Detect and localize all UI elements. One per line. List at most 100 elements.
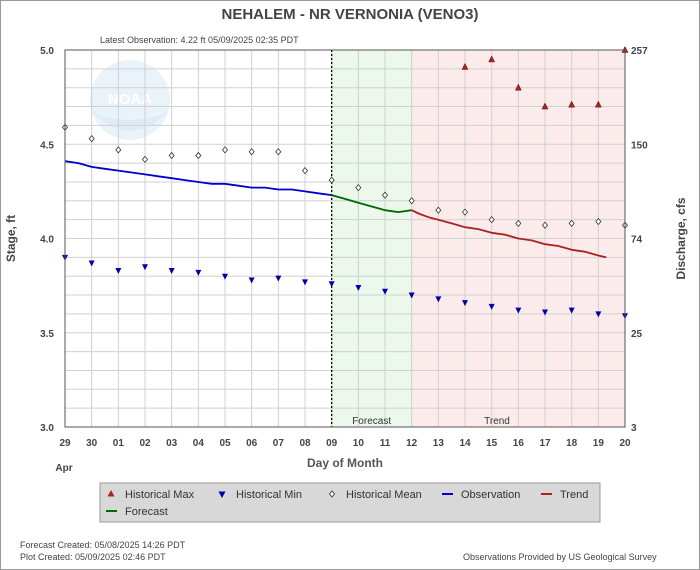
historical-mean-marker <box>355 183 362 192</box>
plot-created-text: Plot Created: 05/09/2025 02:46 PDT <box>20 552 166 562</box>
legend: Historical Max Historical Min Historical M… <box>99 482 601 523</box>
historical-mean-marker <box>88 134 95 143</box>
historical-mean-marker <box>275 148 282 156</box>
historical-max-marker <box>461 62 469 70</box>
x-tick-label: 01 <box>113 438 125 449</box>
x-tick-label: 30 <box>86 438 98 449</box>
y2-tick-label: 74 <box>631 235 643 246</box>
legend-min-swatch <box>218 491 226 498</box>
x-tick-label: 12 <box>406 438 418 449</box>
watermark-wave <box>92 112 168 131</box>
historical-mean-marker <box>461 208 469 216</box>
historical-min-marker <box>382 288 388 295</box>
region-label-trend: Trend <box>484 416 510 427</box>
historical-min-marker <box>115 268 122 275</box>
series-trend-line <box>411 209 607 259</box>
x-axis-label: Day of Month <box>307 456 383 470</box>
x-tick-label: 17 <box>539 438 551 449</box>
x-tick-label: 20 <box>619 438 631 449</box>
historical-min-marker <box>142 264 148 271</box>
historical-min-marker <box>435 296 442 303</box>
historical-max-marker <box>541 102 549 110</box>
x-tick-label: 11 <box>380 438 391 449</box>
historical-min-marker <box>275 275 282 282</box>
historical-min-marker <box>88 260 95 267</box>
legend-mean-swatch <box>328 490 336 498</box>
x-tick-label: 16 <box>513 438 525 449</box>
y-tick-label: 4.5 <box>40 140 54 151</box>
historical-mean-marker <box>168 151 175 160</box>
historical-mean-marker <box>568 219 575 228</box>
series-forecast-line <box>331 194 412 214</box>
historical-min-marker <box>542 309 548 316</box>
historical-mean-marker <box>381 191 389 199</box>
historical-max-marker <box>488 55 496 63</box>
historical-max-marker <box>594 100 602 108</box>
historical-max-marker <box>514 83 522 91</box>
legend-box <box>99 482 601 523</box>
legend-max-swatch <box>107 490 115 497</box>
historical-mean-marker <box>408 197 415 205</box>
x-tick-label: 07 <box>273 438 285 449</box>
x-tick-label: 18 <box>566 438 578 449</box>
historical-min-marker <box>195 269 202 276</box>
x-tick-label: 05 <box>219 438 231 449</box>
historical-min-marker <box>302 279 308 286</box>
data-credit-text: Observations Provided by US Geological S… <box>463 552 657 562</box>
series-observation-line <box>64 160 332 196</box>
plot-border <box>64 49 626 428</box>
y2-tick-label: 25 <box>631 329 643 340</box>
legend-label-observation: Observation <box>461 489 520 501</box>
historical-mean-marker <box>248 148 255 156</box>
region-label-forecast: Forecast <box>352 416 391 427</box>
x-tick-label: 03 <box>166 438 178 449</box>
legend-label-historical-max: Historical Max <box>125 489 195 501</box>
legend-label-historical-min: Historical Min <box>236 489 302 501</box>
legend-label-forecast: Forecast <box>125 506 168 518</box>
y2-tick-label: 257 <box>631 46 648 57</box>
latest-observation-text: Latest Observation: 4.22 ft 05/09/2025 0… <box>100 35 299 45</box>
y2-axis-label: Discharge, cfs <box>674 197 688 279</box>
historical-max-marker <box>568 100 576 108</box>
historical-min-marker <box>462 300 468 307</box>
x-tick-label: 15 <box>486 438 498 449</box>
y2-tick-label: 150 <box>631 140 648 151</box>
historical-mean-marker <box>435 206 442 214</box>
y-tick-label: 5.0 <box>40 46 54 57</box>
historical-min-marker <box>488 303 495 310</box>
y-axis-label: Stage, ft <box>4 215 18 262</box>
x-tick-label: 10 <box>353 438 365 449</box>
historical-min-marker <box>515 307 522 314</box>
noaa-watermark: NOAA <box>90 60 170 140</box>
historical-min-marker <box>408 292 415 299</box>
forecast-created-text: Forecast Created: 05/08/2025 14:26 PDT <box>20 540 186 550</box>
month-label: Apr <box>55 463 72 474</box>
historical-mean-marker <box>195 151 202 160</box>
historical-min-marker <box>248 277 255 284</box>
x-tick-label: 13 <box>433 438 445 449</box>
historical-mean-marker <box>515 219 522 228</box>
y-tick-label: 4.0 <box>40 235 54 246</box>
y2-tick-label: 3 <box>631 423 637 434</box>
y-tick-label: 3.5 <box>40 329 54 340</box>
x-tick-label: 29 <box>59 438 71 449</box>
x-tick-label: 04 <box>193 438 205 449</box>
historical-mean-marker <box>221 146 229 154</box>
historical-min-marker <box>355 285 362 292</box>
chart-title: NEHALEM - NR VERNONIA (VENO3) <box>222 6 479 23</box>
x-tick-label: 19 <box>593 438 605 449</box>
historical-min-marker <box>328 281 335 288</box>
x-tick-label: 06 <box>246 438 258 449</box>
historical-min-marker <box>222 273 228 280</box>
x-tick-label: 02 <box>139 438 151 449</box>
legend-label-trend: Trend <box>560 489 588 501</box>
y-tick-label: 3.0 <box>40 423 54 434</box>
watermark-text: NOAA <box>108 91 152 108</box>
historical-mean-marker <box>301 167 309 175</box>
historical-mean-marker <box>595 217 602 226</box>
historical-mean-marker <box>488 216 495 224</box>
x-tick-label: 09 <box>326 438 338 449</box>
historical-min-marker <box>168 268 175 275</box>
